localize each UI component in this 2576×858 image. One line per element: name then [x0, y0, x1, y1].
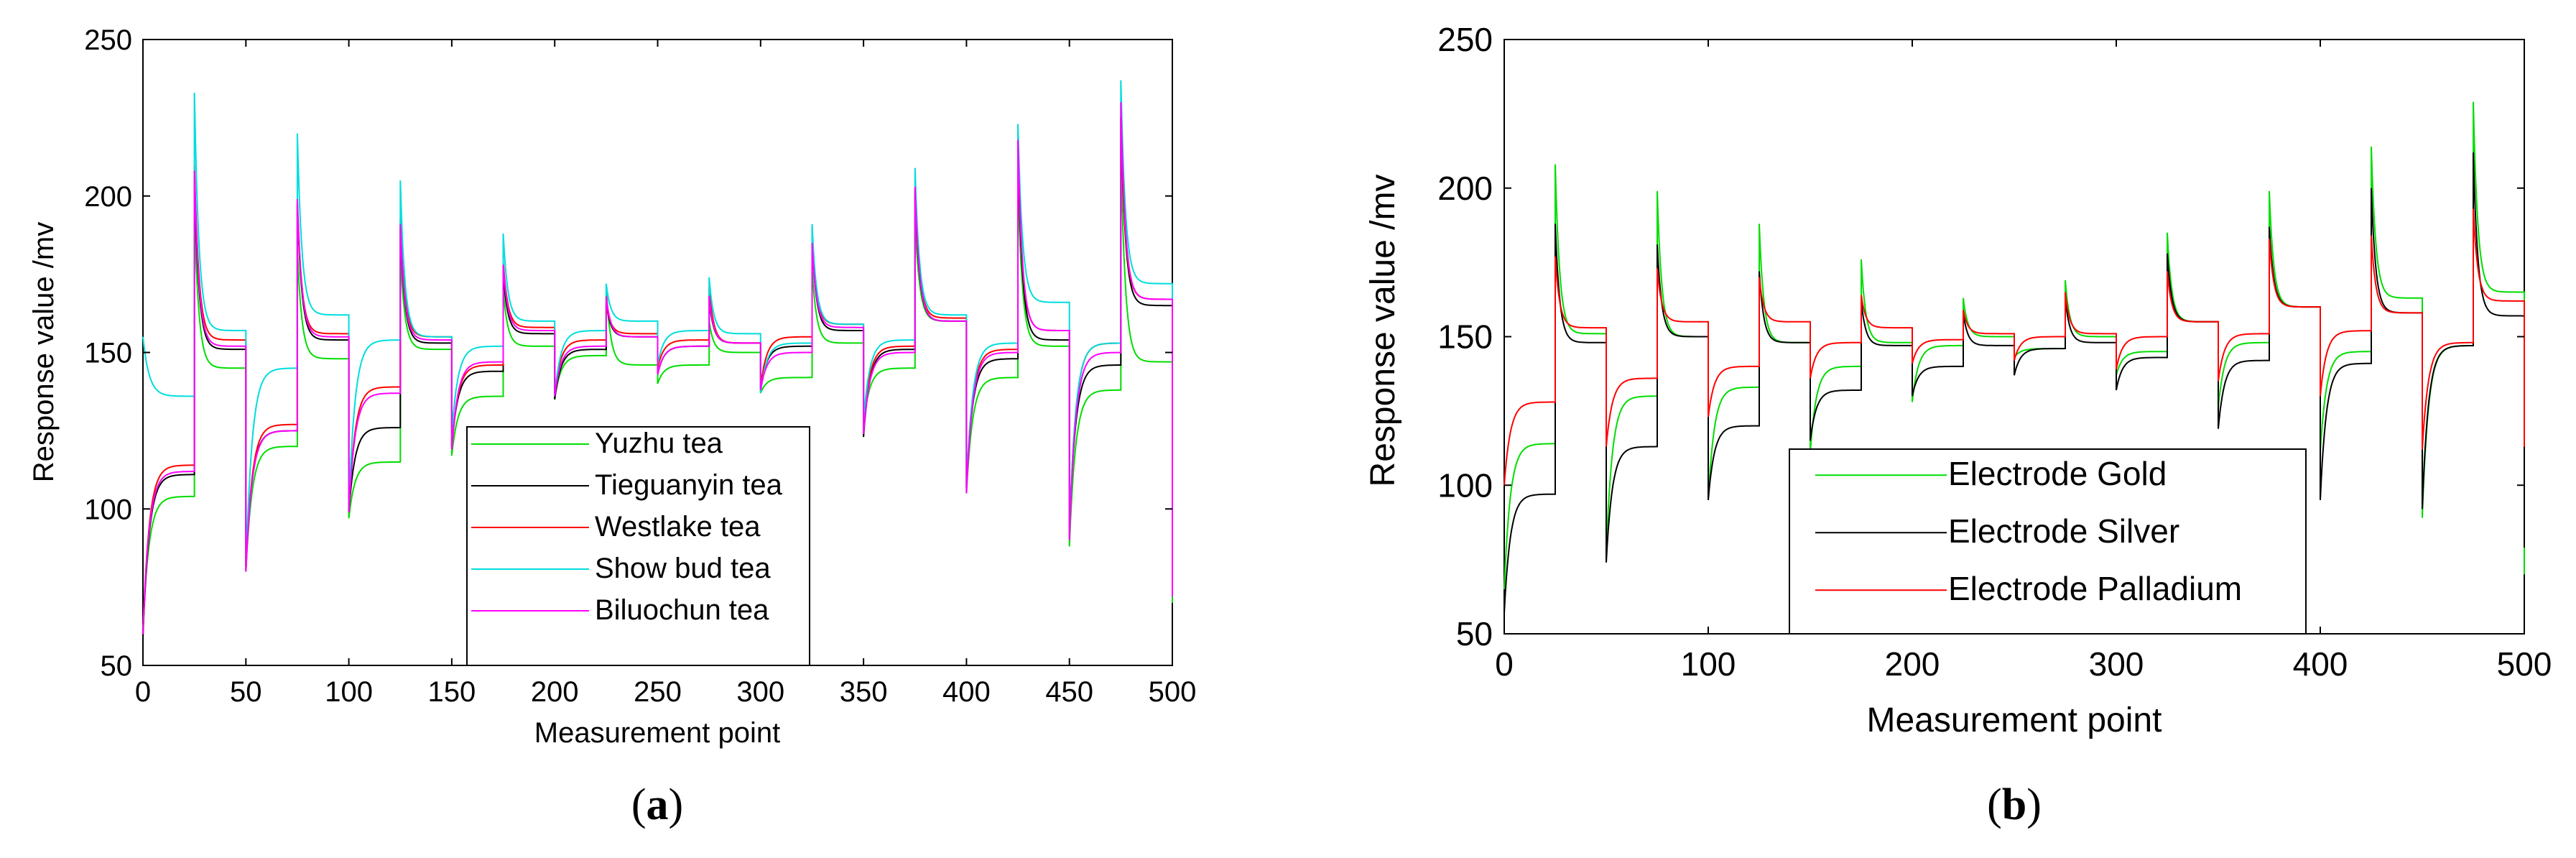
legend-box	[466, 426, 810, 666]
x-tick-label: 450	[1045, 676, 1093, 708]
legend-entry-label: Electrode Palladium	[1948, 570, 2242, 607]
legend-entry-label: Biluochun tea	[595, 594, 769, 626]
x-axis-label: Measurement point	[1867, 701, 2162, 739]
x-tick-label: 0	[1495, 645, 1514, 683]
axis-ticks: 0 50 100 150 200 250 300 350 400 450 5005010015020…	[84, 24, 1196, 708]
y-tick-label: 50	[1456, 615, 1493, 652]
series-lines	[142, 80, 1173, 637]
y-tick-label: 100	[84, 494, 132, 525]
y-axis-label: Response value /mv	[28, 222, 60, 482]
x-tick-label: 350	[840, 676, 888, 708]
y-tick-label: 250	[1437, 21, 1493, 58]
y-axis-label: Response value /mv	[1364, 175, 1402, 487]
chart-panel-a: 0 50 100 150 200 250 300 350 400 450 5005010015020…	[28, 24, 1196, 829]
series-lines	[1504, 101, 2525, 614]
panel-caption: (a)	[631, 780, 683, 829]
y-tick-label: 200	[1437, 170, 1493, 207]
x-tick-label: 100	[325, 676, 373, 708]
x-tick-label: 150	[428, 676, 476, 708]
x-tick-label: 250	[634, 676, 682, 708]
x-tick-label: 500	[2497, 645, 2552, 683]
legend-entry-label: Electrode Silver	[1948, 512, 2179, 550]
y-tick-label: 50	[101, 650, 133, 682]
legend: Electrode Gold Electrode Silver Electrode …	[1789, 448, 2307, 635]
x-tick-label: 400	[942, 676, 991, 708]
x-tick-label: 100	[1681, 645, 1736, 683]
x-tick-label: 300	[736, 676, 784, 708]
series-line-electrode-palladium	[1504, 208, 2525, 486]
x-tick-label: 200	[531, 676, 579, 708]
series-line-electrode-silver	[1504, 152, 2525, 614]
legend-entry-label: Show bud tea	[595, 553, 771, 584]
axis-ticks: 0 100 200 300 400 500 50 100 150 200 250	[1437, 21, 2552, 683]
legend-entry-label: Westlake tea	[595, 511, 761, 543]
x-tick-label: 50	[230, 676, 262, 708]
series-line-yuzhu-tea	[142, 152, 1173, 628]
x-tick-label: 400	[2293, 645, 2348, 683]
y-tick-label: 150	[84, 338, 132, 369]
panel-caption-label: a	[647, 780, 669, 829]
panel-caption-label: b	[2002, 780, 2026, 829]
legend: Yuzhu tea Tieguanyin tea Westlake tea Show …	[466, 426, 810, 666]
legend-entry-label: Yuzhu tea	[595, 428, 723, 459]
x-tick-label: 0	[135, 676, 151, 708]
y-tick-label: 250	[84, 24, 132, 56]
x-axis-label: Measurement point	[534, 717, 780, 749]
chart-panel-b: 0 100 200 300 400 500 50 100 150 200 250 Measureme…	[1364, 21, 2552, 829]
x-tick-label: 200	[1885, 645, 1940, 683]
y-tick-label: 200	[84, 181, 132, 213]
x-tick-label: 300	[2089, 645, 2144, 683]
x-tick-label: 500	[1149, 676, 1197, 708]
panel-caption: (b)	[1987, 780, 2042, 829]
legend-entry-label: Tieguanyin tea	[595, 469, 783, 501]
y-tick-label: 100	[1437, 466, 1493, 504]
y-tick-label: 150	[1437, 318, 1493, 356]
legend-box	[1789, 448, 2307, 635]
legend-entry-label: Electrode Gold	[1948, 455, 2167, 492]
series-line-biluochun-tea	[142, 102, 1173, 635]
